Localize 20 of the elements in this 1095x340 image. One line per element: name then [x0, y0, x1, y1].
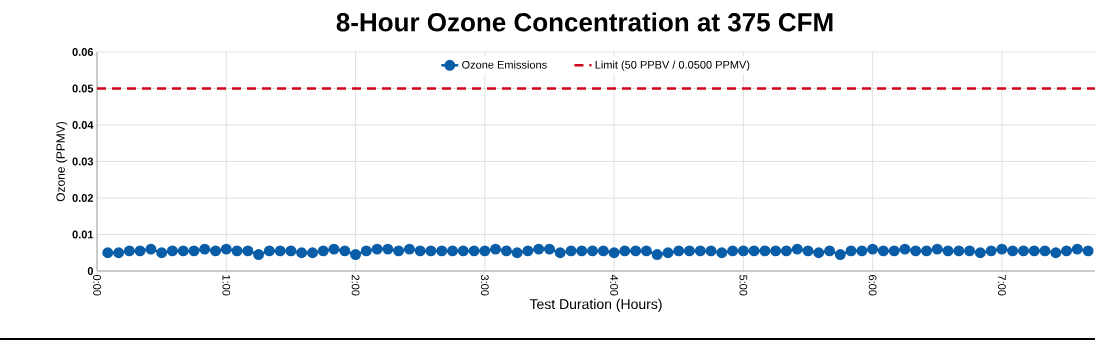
x-tick-label: 1:00	[222, 275, 231, 296]
y-tick-label: 0.04	[72, 121, 94, 129]
y-tick-label: 0.01	[72, 230, 94, 239]
x-tick-label: 3:00	[480, 274, 489, 296]
y-tick-label: 0.02	[72, 194, 94, 202]
x-tick-label: 0:00	[93, 274, 101, 296]
x-tick-label: 6:00	[868, 275, 877, 296]
y-tick-label: 0	[87, 267, 94, 275]
x-tick-label: 7:00	[998, 275, 1006, 296]
x-tick-label: 2:00	[351, 275, 360, 296]
y-axis-title: Ozone (PPMV)	[56, 121, 68, 202]
chart-title: 8-Hour Ozone Concentration at 375 CFM	[336, 12, 833, 32]
legend-label: Ozone Emissions	[462, 60, 547, 69]
y-tick-label: 0.03	[72, 157, 94, 166]
y-tick-label: 0.05	[72, 84, 94, 93]
x-tick-label: 4:00	[610, 274, 618, 296]
y-tick-label: 0.06	[72, 48, 94, 56]
legend-label: Limit (50 PPBV / 0.0500 PPMV)	[595, 60, 750, 71]
x-tick-label: 5:00	[739, 274, 748, 296]
x-axis-title: Test Duration (Hours)	[529, 298, 662, 312]
